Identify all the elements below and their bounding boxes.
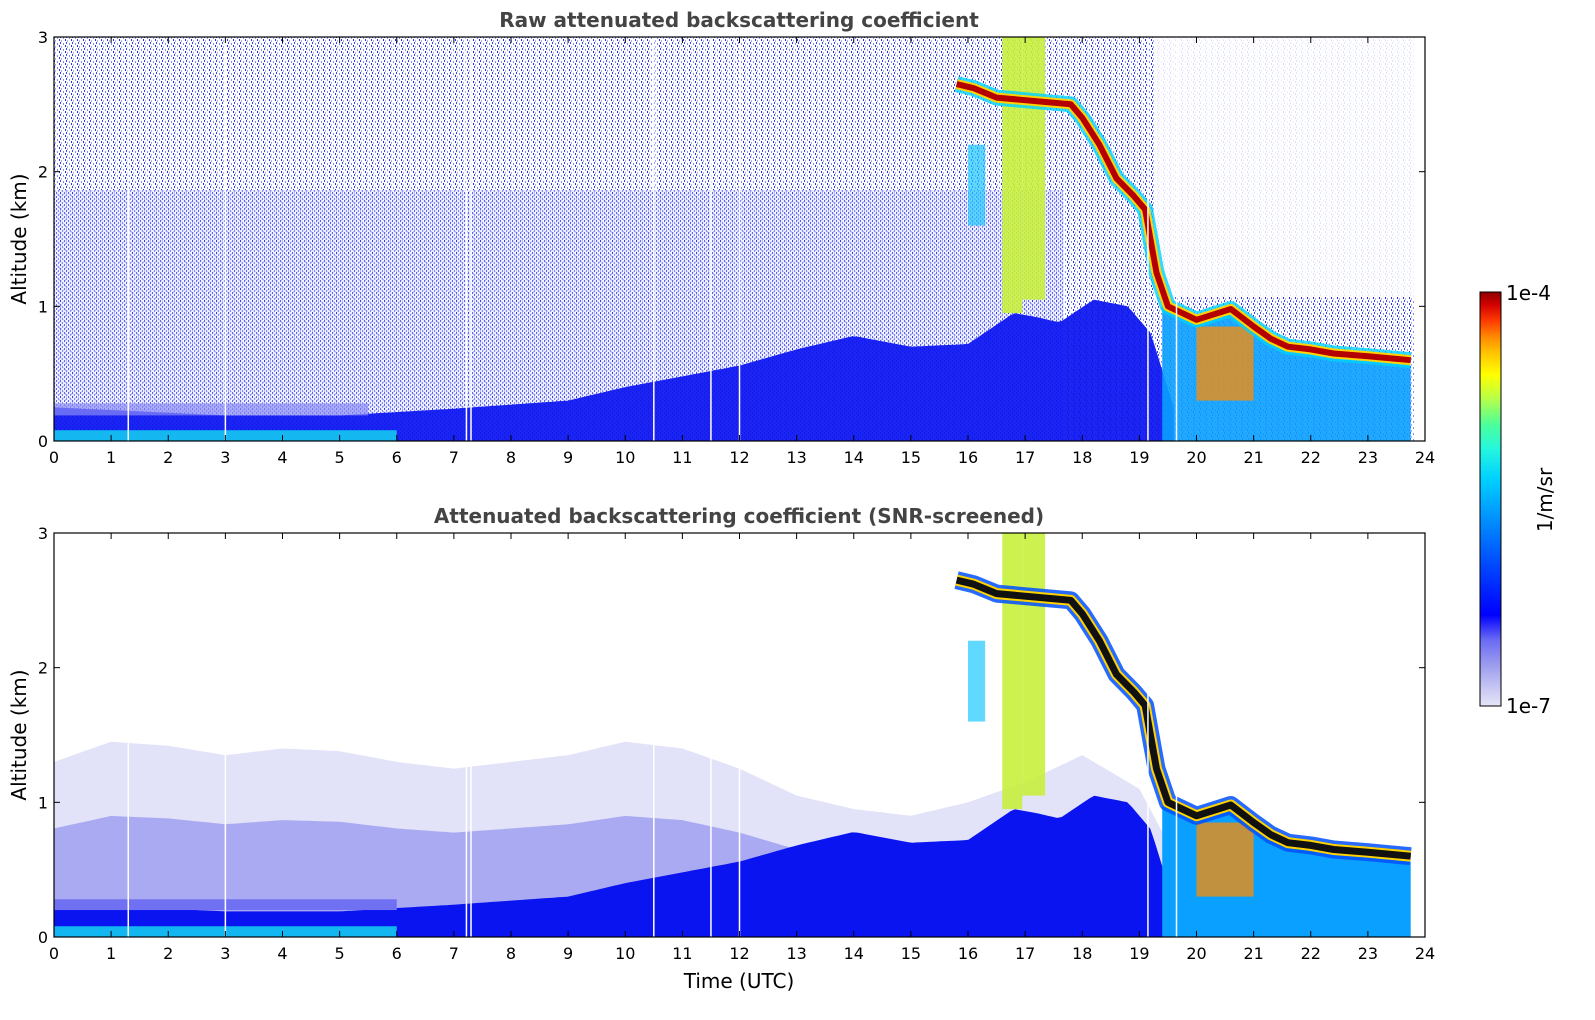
- bottom-xlabel: Time (UTC): [683, 969, 795, 993]
- cloud-core: [955, 81, 1411, 364]
- x-tick-label: 12: [729, 944, 749, 963]
- x-tick-label: 24: [1415, 944, 1435, 963]
- x-tick-label: 8: [506, 944, 516, 963]
- x-tick-label: 23: [1358, 944, 1378, 963]
- aerosol-layer: [54, 795, 1174, 937]
- y-tick-label: 2: [38, 659, 48, 678]
- x-tick-label: 23: [1358, 448, 1378, 467]
- x-tick-label: 12: [729, 448, 749, 467]
- x-tick-label: 16: [958, 944, 978, 963]
- x-tick-label: 11: [672, 448, 692, 467]
- x-tick-label: 6: [392, 448, 402, 467]
- x-tick-label: 15: [901, 448, 921, 467]
- top-y-axis: 0 1 2 3: [38, 28, 1425, 451]
- top-heatmap: [54, 37, 1425, 441]
- plume-band: [1022, 533, 1046, 796]
- colorbar-max-label: 1e-4: [1506, 281, 1551, 305]
- x-tick-label: 0: [49, 944, 59, 963]
- colorbar: 1e-4 1e-7 1/m/sr: [1479, 281, 1557, 718]
- x-tick-label: 4: [277, 448, 287, 467]
- x-tick-label: 4: [277, 944, 287, 963]
- x-tick-label: 11: [672, 944, 692, 963]
- top-title: Raw attenuated backscattering coefficien…: [499, 8, 979, 32]
- bottom-ylabel: Altitude (km): [7, 669, 31, 800]
- x-tick-label: 9: [563, 944, 573, 963]
- y-tick-label: 3: [38, 524, 48, 543]
- plume-band: [1002, 533, 1023, 810]
- evening-orange: [1196, 326, 1254, 401]
- bottom-title: Attenuated backscattering coefficient (S…: [434, 504, 1044, 528]
- x-tick-label: 5: [335, 448, 345, 467]
- x-tick-label: 8: [506, 448, 516, 467]
- x-tick-label: 15: [901, 944, 921, 963]
- x-tick-label: 7: [449, 944, 459, 963]
- bottom-panel: Attenuated backscattering coefficient (S…: [7, 504, 1435, 993]
- aerosol-layer: [54, 299, 1174, 441]
- y-tick-label: 2: [38, 163, 48, 182]
- y-tick-label: 1: [38, 793, 48, 812]
- x-tick-label: 22: [1301, 944, 1321, 963]
- x-tick-label: 3: [220, 448, 230, 467]
- colorbar-min-label: 1e-7: [1506, 694, 1551, 718]
- x-tick-label: 18: [1072, 944, 1092, 963]
- x-tick-label: 7: [449, 448, 459, 467]
- bottom-heatmap: [54, 533, 1425, 937]
- x-tick-label: 9: [563, 448, 573, 467]
- x-tick-label: 18: [1072, 448, 1092, 467]
- x-tick-label: 13: [786, 944, 806, 963]
- y-tick-label: 0: [38, 928, 48, 947]
- cloud-core: [955, 576, 1412, 860]
- x-tick-label: 16: [958, 448, 978, 467]
- x-tick-label: 1: [106, 448, 116, 467]
- bottom-x-axis: 0 1 2 3 4 5 6 7 8 9 10 11 12 13 14 15 16 17 18 19 20 21 22 23 24: [49, 533, 1435, 963]
- x-tick-label: 1: [106, 944, 116, 963]
- x-tick-label: 17: [1015, 448, 1035, 467]
- x-tick-label: 17: [1015, 944, 1035, 963]
- x-tick-label: 10: [615, 944, 635, 963]
- x-tick-label: 22: [1301, 448, 1321, 467]
- evening-orange: [1196, 822, 1254, 897]
- colorbar-unit-label: 1/m/sr: [1533, 467, 1557, 532]
- x-tick-label: 0: [49, 448, 59, 467]
- x-tick-label: 5: [335, 944, 345, 963]
- x-tick-label: 10: [615, 448, 635, 467]
- x-tick-label: 24: [1415, 448, 1435, 467]
- y-tick-label: 0: [38, 432, 48, 451]
- x-tick-label: 2: [163, 448, 173, 467]
- plume-streak: [968, 640, 986, 722]
- x-tick-label: 20: [1186, 944, 1206, 963]
- x-tick-label: 14: [844, 448, 864, 467]
- bottom-y-axis: 0 1 2 3: [38, 524, 1425, 947]
- y-tick-label: 3: [38, 28, 48, 47]
- x-tick-label: 6: [392, 944, 402, 963]
- x-tick-label: 3: [220, 944, 230, 963]
- x-tick-label: 20: [1186, 448, 1206, 467]
- x-tick-label: 21: [1243, 448, 1263, 467]
- x-tick-label: 2: [163, 944, 173, 963]
- top-x-axis: 0 1 2 3 4 5 6 7 8 9 10 11 12 13 14 15 16 17 18 19 20 21 22 23 24: [49, 37, 1435, 467]
- plume-band: [1022, 37, 1046, 300]
- plume-streak: [968, 144, 986, 226]
- y-tick-label: 1: [38, 297, 48, 316]
- residual-layer: [54, 403, 369, 416]
- plume-band: [1002, 37, 1023, 314]
- x-tick-label: 21: [1243, 944, 1263, 963]
- x-tick-label: 13: [786, 448, 806, 467]
- x-tick-label: 14: [844, 944, 864, 963]
- colorbar-gradient: [1479, 291, 1502, 707]
- top-panel: Raw attenuated backscattering coefficien…: [7, 8, 1435, 467]
- x-tick-label: 19: [1129, 944, 1149, 963]
- x-tick-label: 19: [1129, 448, 1149, 467]
- top-ylabel: Altitude (km): [7, 173, 31, 304]
